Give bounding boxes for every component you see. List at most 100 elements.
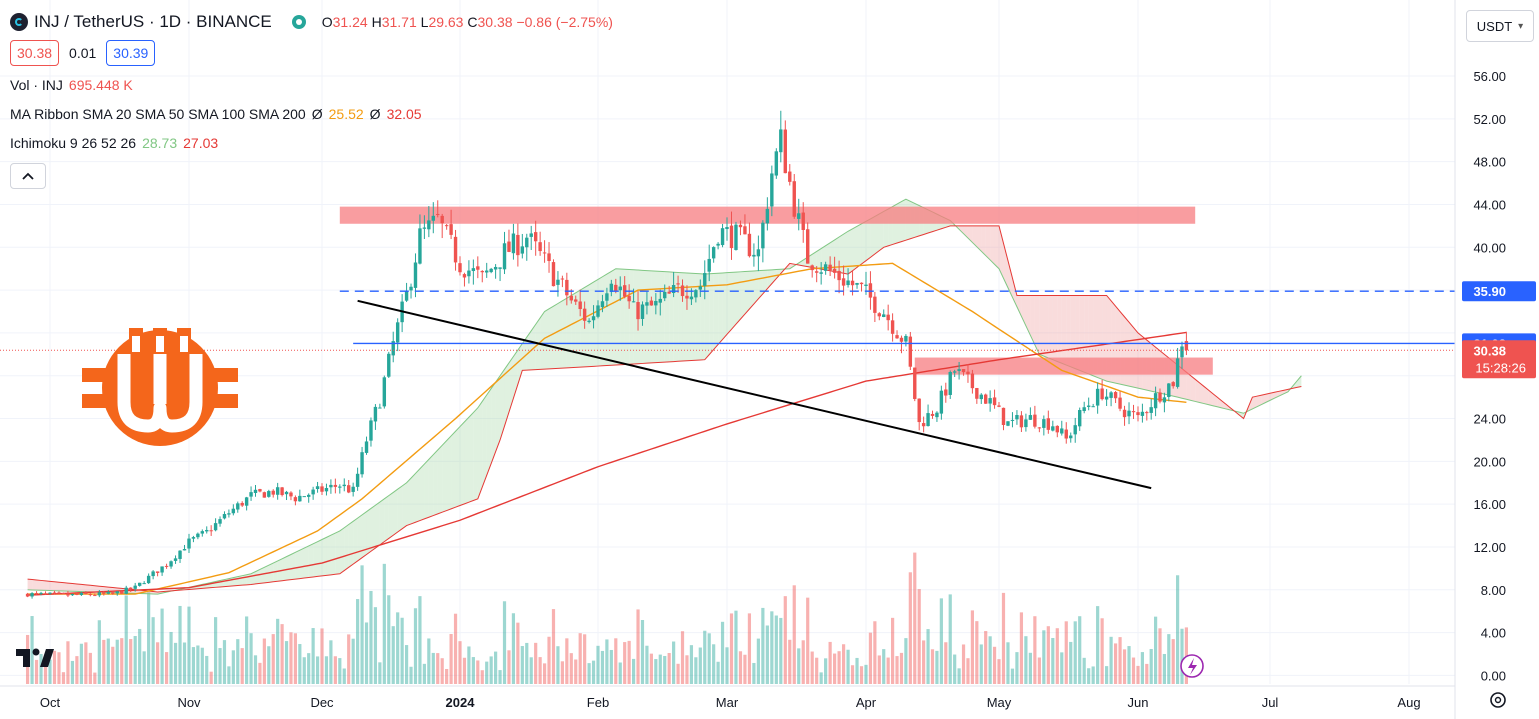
volume-bar — [895, 656, 899, 684]
candle-body — [1001, 407, 1006, 426]
candle-body — [685, 295, 689, 299]
volume-bar — [400, 617, 404, 684]
volume-bar — [850, 665, 855, 684]
volume-bar — [156, 642, 160, 684]
candle-body — [351, 486, 355, 492]
candle-body — [133, 585, 137, 589]
volume-bar — [1140, 652, 1144, 684]
cloud-segment — [259, 567, 265, 584]
volume-bar — [494, 651, 498, 684]
volume-bar — [953, 654, 957, 684]
time-tick-label: Dec — [310, 695, 334, 710]
volume-bar — [583, 634, 587, 684]
cloud-segment — [384, 495, 389, 542]
cloud-segment — [402, 482, 407, 529]
candle-body — [649, 300, 654, 306]
ask-price[interactable]: 30.39 — [106, 40, 156, 66]
ichimoku-indicator-row[interactable]: Ichimoku 9 26 52 26 28.73 27.03 — [10, 133, 613, 153]
candle-body — [587, 320, 591, 323]
candle-body — [725, 227, 729, 230]
time-tick-label: Mar — [716, 695, 739, 710]
candle-body — [449, 224, 453, 235]
candle-body — [1024, 419, 1028, 428]
cloud-segment — [482, 395, 487, 488]
volume-bar — [120, 638, 124, 684]
candle-body — [302, 496, 306, 498]
price-label-text: 35.90 — [1473, 284, 1506, 299]
volume-bar — [1082, 657, 1086, 684]
volume-bar — [324, 656, 329, 684]
symbol-title[interactable]: INJ / TetherUS · 1D · BINANCE — [34, 12, 272, 31]
volume-bar — [453, 613, 458, 684]
ichimoku-cloud — [27, 198, 1302, 595]
countdown-text: 15:28:26 — [1475, 360, 1526, 375]
cloud-segment — [1265, 393, 1270, 403]
legend-controls — [10, 163, 613, 189]
cloud-segment — [1261, 394, 1266, 405]
volume-bar — [258, 662, 262, 684]
candle-body — [293, 497, 298, 502]
candle-body — [498, 267, 502, 269]
candle-body — [178, 550, 182, 559]
ma-ribbon-indicator-row[interactable]: MA Ribbon SMA 20 SMA 50 SMA 100 SMA 200 … — [10, 104, 613, 124]
currency-selector[interactable]: USDT ▾ — [1466, 10, 1534, 42]
collapse-legend-button[interactable] — [10, 163, 46, 189]
candle-body — [373, 406, 378, 422]
cloud-segment — [237, 575, 243, 586]
cloud-segment — [94, 585, 100, 593]
volume-bar — [547, 636, 551, 684]
candle-body — [115, 591, 119, 594]
market-open-icon — [291, 15, 306, 29]
candle-body — [992, 397, 997, 406]
price-tick-label: 8.00 — [1481, 583, 1506, 598]
candle-body — [1180, 346, 1184, 358]
volume-bar — [1001, 592, 1006, 684]
tradingview-logo-icon — [16, 649, 30, 667]
volume-bar — [600, 650, 605, 684]
candle-body — [146, 575, 151, 584]
volume-bar — [627, 640, 631, 684]
bid-price[interactable]: 30.38 — [10, 40, 60, 66]
volume-bar — [214, 617, 218, 684]
cloud-segment — [32, 579, 37, 591]
candle-body — [1051, 426, 1055, 431]
candle-body — [129, 587, 133, 590]
candle-body — [471, 268, 476, 272]
candle-body — [698, 286, 703, 290]
cloud-segment — [246, 573, 252, 585]
volume-bar — [819, 672, 823, 684]
cloud-segment — [735, 271, 741, 325]
cloud-segment — [460, 421, 465, 506]
volume-bar — [133, 635, 137, 684]
logo-w-stroke — [117, 354, 203, 433]
volume-bar — [824, 658, 828, 684]
candle-body — [792, 181, 796, 217]
cloud-segment — [282, 556, 287, 581]
candle-body — [436, 213, 440, 215]
cloud-segment — [1252, 396, 1257, 409]
volume-bar — [631, 658, 636, 684]
cloud-segment — [727, 272, 732, 335]
volume-bar — [1024, 636, 1028, 684]
candle-body — [315, 486, 320, 490]
candle-body — [921, 423, 926, 427]
volume-bar — [396, 612, 400, 684]
cloud-segment — [304, 545, 309, 579]
volume-bar — [79, 643, 83, 684]
cloud-segment — [1025, 295, 1031, 336]
volume-bar — [142, 651, 146, 684]
cloud-segment — [857, 223, 862, 268]
candle-body — [788, 171, 792, 182]
volume-bar — [267, 646, 271, 684]
candle-body — [738, 224, 743, 228]
cloud-segment — [491, 382, 496, 464]
candle-body — [79, 592, 84, 596]
candle-body — [1042, 419, 1046, 428]
cloud-segment — [63, 582, 68, 592]
volume-bar — [1100, 618, 1104, 684]
chart-legend: INJ / TetherUS · 1D · BINANCE O31.24 H31… — [10, 12, 613, 189]
volume-bar — [387, 595, 391, 684]
volume-indicator-row[interactable]: Vol · INJ 695.448 K — [10, 75, 613, 95]
cloud-segment — [1061, 295, 1067, 366]
